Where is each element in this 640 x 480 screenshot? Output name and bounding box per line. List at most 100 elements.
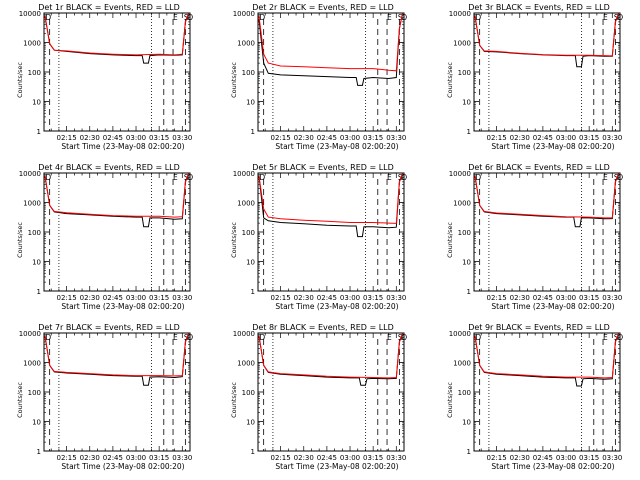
marker-letter: E xyxy=(603,173,608,182)
y-tick-label: 1000 xyxy=(237,360,255,368)
y-tick-label: 10000 xyxy=(233,170,255,178)
y-tick-label: 10000 xyxy=(19,330,41,338)
x-tick-label: 02:15 xyxy=(487,134,507,142)
events-series-line xyxy=(258,13,403,86)
y-tick-label: 1 xyxy=(37,288,41,296)
x-tick-label: 02:15 xyxy=(57,134,77,142)
x-tick-label: 03:30 xyxy=(386,294,406,302)
x-tick-label: 03:00 xyxy=(340,294,360,302)
y-tick-label: 100 xyxy=(458,69,471,77)
y-tick-label: 100 xyxy=(458,389,471,397)
plot-frame xyxy=(43,172,191,292)
y-tick-label: 10000 xyxy=(449,10,471,18)
y-tick-label: 1 xyxy=(467,448,471,456)
events-series-line xyxy=(44,333,189,386)
x-tick-label: 03:30 xyxy=(172,454,192,462)
x-tick-label: 03:00 xyxy=(556,294,576,302)
y-tick-label: 1 xyxy=(37,448,41,456)
panel-det-2: Det 2r BLACK = Events, RED = LLD 1 10 100 10… xyxy=(230,3,407,151)
x-axis-label: Start Time (23-May-08 02:00:20) xyxy=(275,142,398,151)
y-tick-label: 1 xyxy=(37,128,41,136)
panel-det-4: Det 4r BLACK = Events, RED = LLD 1 10 100 10… xyxy=(16,163,193,311)
plot-frame xyxy=(473,12,621,132)
panel-title: Det 5r BLACK = Events, RED = LLD xyxy=(252,163,394,172)
y-tick-label: 100 xyxy=(28,389,41,397)
y-tick-label: 10 xyxy=(32,99,41,107)
marker-letter: O xyxy=(187,13,193,22)
x-tick-label: 02:45 xyxy=(317,134,337,142)
marker-letter: O xyxy=(401,333,407,342)
marker-letter: S xyxy=(184,13,189,22)
y-tick-label: 1000 xyxy=(453,360,471,368)
x-tick-label: 03:00 xyxy=(126,294,146,302)
lld-series-line xyxy=(474,13,619,57)
panel-title: Det 6r BLACK = Events, RED = LLD xyxy=(468,163,610,172)
panel-det-6: Det 6r BLACK = Events, RED = LLD 1 10 100 10… xyxy=(446,163,623,311)
plot-frame xyxy=(257,172,405,292)
y-tick-label: 10 xyxy=(32,259,41,267)
x-axis-label: Start Time (23-May-08 02:00:20) xyxy=(275,302,398,311)
x-tick-label: 02:15 xyxy=(271,454,291,462)
x-tick-label: 02:15 xyxy=(487,454,507,462)
x-tick-label: 03:15 xyxy=(579,134,599,142)
y-tick-label: 1000 xyxy=(453,200,471,208)
y-axis-label: Counts/sec xyxy=(16,382,24,418)
y-tick-label: 10 xyxy=(246,259,255,267)
y-tick-label: 10 xyxy=(462,99,471,107)
y-tick-label: 1000 xyxy=(453,40,471,48)
y-tick-label: 1000 xyxy=(237,40,255,48)
panel-det-1: Det 1r BLACK = Events, RED = LLD 1 10 100 10… xyxy=(16,3,193,151)
panel-title: Det 7r BLACK = Events, RED = LLD xyxy=(38,323,180,332)
x-tick-label: 03:00 xyxy=(340,454,360,462)
x-tick-label: 02:45 xyxy=(317,294,337,302)
panel-det-8: Det 8r BLACK = Events, RED = LLD 1 10 100 10… xyxy=(230,323,407,471)
x-tick-label: 03:15 xyxy=(149,134,169,142)
y-tick-label: 1000 xyxy=(237,200,255,208)
marker-letter: D xyxy=(475,333,481,342)
events-series-line xyxy=(474,173,619,228)
plot-frame xyxy=(257,332,405,452)
panel-det-7: Det 7r BLACK = Events, RED = LLD 1 10 100 10… xyxy=(16,323,193,471)
x-tick-label: 03:30 xyxy=(602,134,622,142)
x-tick-label: 03:15 xyxy=(579,454,599,462)
y-tick-label: 10000 xyxy=(233,330,255,338)
marker-letter: O xyxy=(401,173,407,182)
events-series-line xyxy=(474,333,619,387)
y-tick-label: 1000 xyxy=(23,360,41,368)
events-series-line xyxy=(258,173,403,238)
y-tick-label: 1000 xyxy=(23,40,41,48)
x-tick-label: 02:30 xyxy=(294,454,314,462)
x-tick-label: 03:30 xyxy=(172,134,192,142)
y-axis-label: Counts/sec xyxy=(230,62,238,98)
x-tick-label: 03:30 xyxy=(172,294,192,302)
marker-letter: E xyxy=(603,333,608,342)
x-axis-label: Start Time (23-May-08 02:00:20) xyxy=(61,462,184,471)
panel-title: Det 3r BLACK = Events, RED = LLD xyxy=(468,3,610,12)
events-series-line xyxy=(44,13,189,64)
x-tick-label: 03:30 xyxy=(602,454,622,462)
x-tick-label: 02:15 xyxy=(57,454,77,462)
x-tick-label: 02:30 xyxy=(80,294,100,302)
x-tick-label: 03:00 xyxy=(126,454,146,462)
y-tick-label: 10000 xyxy=(449,330,471,338)
x-tick-label: 02:30 xyxy=(510,454,530,462)
lld-series-line xyxy=(474,333,619,379)
x-axis-label: Start Time (23-May-08 02:00:20) xyxy=(491,142,614,151)
x-axis-label: Start Time (23-May-08 02:00:20) xyxy=(61,142,184,151)
x-tick-label: 03:15 xyxy=(149,454,169,462)
marker-letter: O xyxy=(401,13,407,22)
y-tick-label: 10000 xyxy=(449,170,471,178)
y-tick-label: 10 xyxy=(462,259,471,267)
y-axis-label: Counts/sec xyxy=(446,382,454,418)
panel-det-3: Det 3r BLACK = Events, RED = LLD 1 10 100 10… xyxy=(446,3,623,151)
y-tick-label: 10000 xyxy=(233,10,255,18)
x-tick-label: 02:15 xyxy=(57,294,77,302)
plot-frame xyxy=(257,12,405,132)
y-axis-label: Counts/sec xyxy=(16,222,24,258)
y-tick-label: 100 xyxy=(28,229,41,237)
panel-det-9: Det 9r BLACK = Events, RED = LLD 1 10 100 10… xyxy=(446,323,623,471)
marker-letter: S xyxy=(614,173,619,182)
lld-series-line xyxy=(258,333,403,379)
y-axis-label: Counts/sec xyxy=(16,62,24,98)
y-tick-label: 1 xyxy=(467,128,471,136)
